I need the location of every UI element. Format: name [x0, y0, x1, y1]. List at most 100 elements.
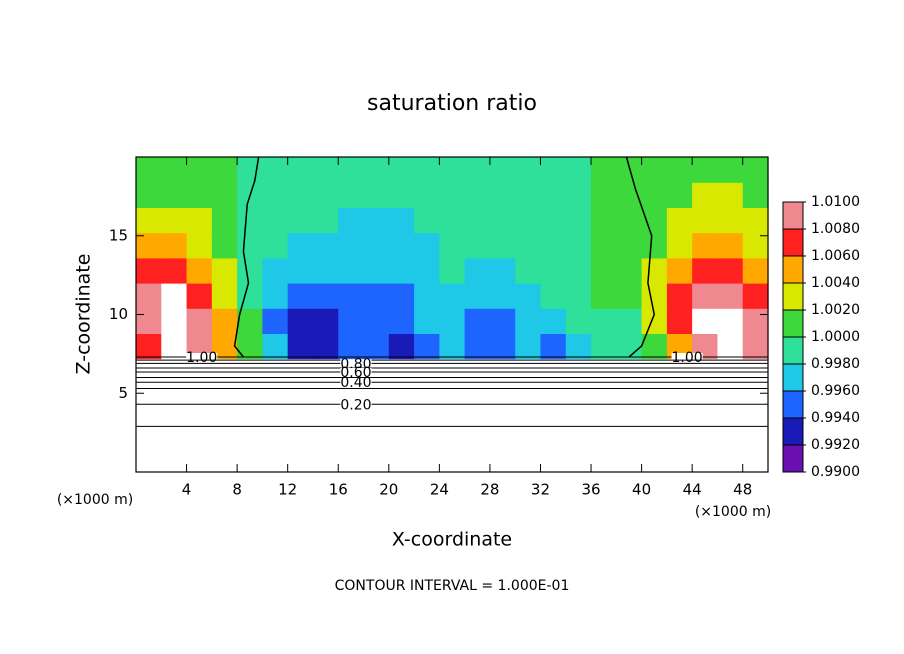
- field-cell: [591, 257, 617, 284]
- field-cell: [388, 157, 415, 183]
- field-cell: [262, 333, 289, 360]
- field-cell: [439, 308, 466, 334]
- field-cell: [489, 333, 516, 360]
- field-cell: [464, 333, 491, 360]
- field-cell: [540, 333, 567, 360]
- field-cell: [186, 207, 213, 234]
- field-cell: [161, 232, 188, 259]
- colorbar-tick-label: 0.9900: [811, 464, 860, 480]
- field-cell: [742, 257, 769, 284]
- field-cell: [136, 232, 162, 259]
- field-cell: [742, 283, 769, 309]
- field-cell: [540, 308, 567, 334]
- field-cell: [666, 283, 693, 309]
- field-cell: [312, 283, 339, 309]
- colorbar-swatch: [783, 391, 803, 419]
- x-tick-label: 32: [531, 481, 550, 499]
- field-cell: [616, 232, 643, 259]
- field-cell: [363, 308, 390, 334]
- contour-label-bg: [671, 353, 703, 364]
- field-cell: [161, 207, 188, 234]
- field-cell: [363, 157, 390, 183]
- contour-label: 1.00: [186, 350, 217, 366]
- field-cell: [312, 182, 339, 208]
- colorbar-swatch: [783, 337, 803, 365]
- field-cell: [186, 308, 213, 334]
- field-cell: [414, 283, 440, 309]
- field-cell: [388, 257, 415, 284]
- colorbar-tick-label: 1.0060: [811, 248, 860, 264]
- field-cell: [287, 182, 314, 208]
- x-tick-label: 16: [329, 481, 348, 499]
- field-cell: [211, 257, 238, 284]
- field-cell: [515, 182, 542, 208]
- x-axis-label: X-coordinate: [392, 529, 512, 551]
- colorbar-tick-label: 1.0000: [811, 329, 860, 345]
- x-unit-label: (×1000 m): [695, 504, 771, 520]
- field-cell: [186, 283, 213, 309]
- colorbar-swatch: [783, 283, 803, 311]
- field-cell: [439, 333, 466, 360]
- field-cell: [211, 207, 238, 234]
- field-cell: [237, 333, 263, 360]
- field-cell: [237, 257, 263, 284]
- field-cell: [489, 232, 516, 259]
- field-cell: [161, 157, 188, 183]
- field-cell: [565, 182, 592, 208]
- field-cell: [312, 333, 339, 360]
- field-cell: [717, 182, 744, 208]
- field-cell: [717, 333, 744, 360]
- contour-label: 0.60: [340, 365, 371, 381]
- contour-label: 0.20: [340, 397, 371, 413]
- field-cell: [262, 308, 289, 334]
- field-cell: [464, 207, 491, 234]
- colorbar-tick-label: 1.0020: [811, 302, 860, 318]
- field-cell: [742, 333, 769, 360]
- field-cell: [616, 157, 643, 183]
- field-cell: [464, 182, 491, 208]
- field-cell: [136, 283, 162, 309]
- field-cell: [338, 257, 365, 284]
- field-cell: [565, 257, 592, 284]
- contour-line: [233, 156, 260, 358]
- x-tick-label: 24: [430, 481, 449, 499]
- contour-label-bg: [340, 359, 372, 370]
- field-cell: [388, 182, 415, 208]
- field-cell: [388, 283, 415, 309]
- field-cell: [666, 308, 693, 334]
- field-cell: [186, 257, 213, 284]
- field-cell: [338, 333, 365, 360]
- field-cell: [136, 207, 162, 234]
- field-cell: [692, 207, 719, 234]
- field-cell: [338, 157, 365, 183]
- field-cell: [312, 207, 339, 234]
- field-cell: [186, 182, 213, 208]
- colorbar-tick-label: 0.9960: [811, 383, 860, 399]
- field-cell: [388, 207, 415, 234]
- field-cell: [161, 308, 188, 334]
- field-cell: [363, 207, 390, 234]
- x-tick-label: 44: [683, 481, 702, 499]
- field-cell: [591, 232, 617, 259]
- x-tick-label: 40: [632, 481, 651, 499]
- field-cell: [338, 283, 365, 309]
- field-cell: [439, 283, 466, 309]
- field-cell: [414, 257, 440, 284]
- x-tick-label: 4: [182, 481, 192, 499]
- y-tick-label: 5: [118, 384, 128, 402]
- field-cell: [515, 232, 542, 259]
- field-cell: [363, 232, 390, 259]
- field-cell: [262, 157, 289, 183]
- field-cell: [666, 182, 693, 208]
- field-cell: [262, 232, 289, 259]
- field-cell: [616, 308, 643, 334]
- field-cell: [161, 283, 188, 309]
- field-cell: [439, 257, 466, 284]
- field-cell: [211, 232, 238, 259]
- field-cell: [237, 283, 263, 309]
- field-cell: [565, 157, 592, 183]
- field-cell: [464, 283, 491, 309]
- field-cell: [161, 257, 188, 284]
- field-cell: [692, 182, 719, 208]
